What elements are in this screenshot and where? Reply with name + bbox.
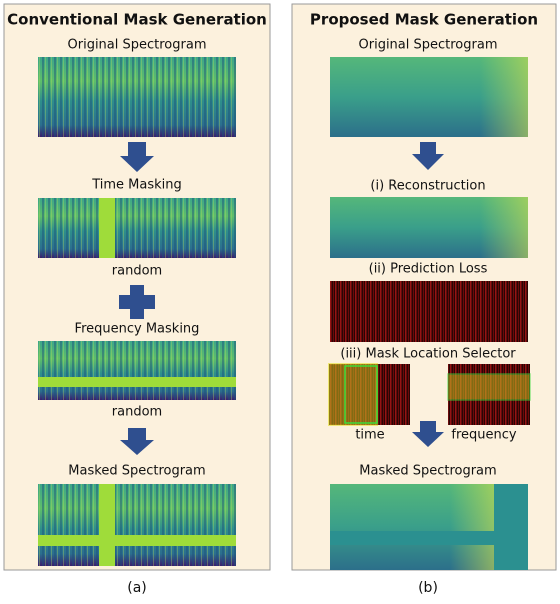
spectrogram <box>38 198 236 258</box>
panel-title: Conventional Mask Generation <box>7 11 267 29</box>
spectrogram <box>330 197 528 258</box>
spectrogram <box>330 484 528 570</box>
label: Time Masking <box>91 178 182 193</box>
label: (i) Reconstruction <box>370 179 485 194</box>
label: Masked Spectrogram <box>359 464 496 479</box>
loss-map <box>329 364 410 425</box>
loss-map <box>448 364 530 425</box>
diagram: Conventional Mask Generation Original Sp… <box>0 0 560 600</box>
label: Original Spectrogram <box>359 38 498 53</box>
loss-map <box>330 281 528 342</box>
label: (iii) Mask Location Selector <box>340 347 516 362</box>
spectrogram <box>38 57 236 137</box>
label: random <box>112 264 162 279</box>
caption: (b) <box>418 580 438 596</box>
label: (ii) Prediction Loss <box>369 262 488 277</box>
label: frequency <box>451 428 517 443</box>
label: Masked Spectrogram <box>68 464 205 479</box>
label: Frequency Masking <box>75 322 200 337</box>
label: Original Spectrogram <box>68 38 207 53</box>
caption: (a) <box>127 580 147 596</box>
label: random <box>112 405 162 420</box>
spectrogram <box>38 484 236 566</box>
spectrogram <box>38 341 236 400</box>
label: time <box>355 428 384 443</box>
spectrogram <box>330 57 528 137</box>
panel-title: Proposed Mask Generation <box>310 11 538 29</box>
